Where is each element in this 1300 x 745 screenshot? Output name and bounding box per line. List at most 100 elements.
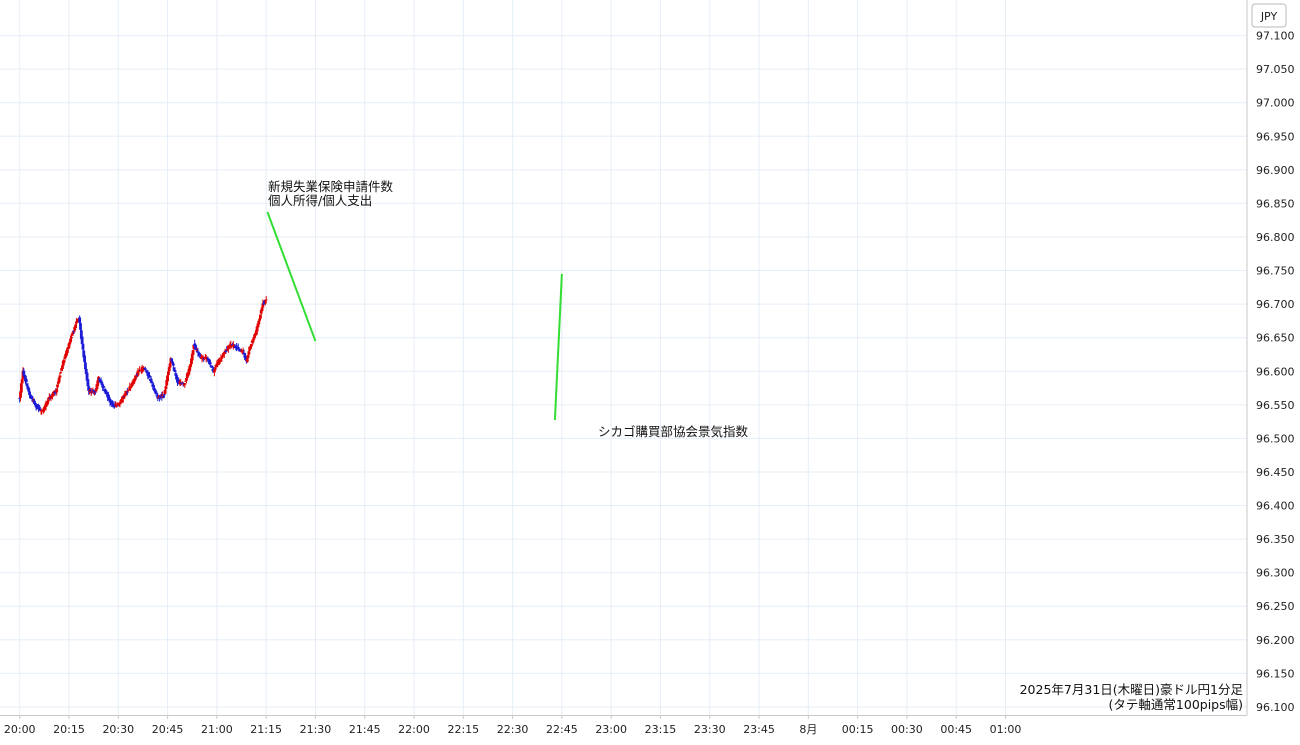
x-tick-label: 22:30: [497, 723, 529, 736]
candle-body: [131, 380, 135, 385]
candle-body: [75, 320, 79, 322]
candle-body: [95, 384, 99, 389]
x-tick-label: 23:45: [743, 723, 775, 736]
candle-body: [214, 364, 218, 368]
candle-body: [263, 302, 266, 304]
y-tick-label: 96.800: [1256, 231, 1295, 244]
candle: [201, 354, 205, 361]
candle: [33, 398, 36, 406]
candle: [264, 296, 268, 304]
candle: [231, 341, 235, 350]
candle: [112, 404, 116, 409]
y-tick-label: 97.000: [1256, 97, 1295, 110]
candle: [116, 402, 119, 405]
caption-line-1: 2025年7月31日(木曜日)豪ドル円1分足: [1020, 682, 1244, 697]
candle-body: [199, 356, 203, 359]
candle-body: [188, 365, 192, 371]
candle-body: [132, 379, 136, 382]
candle-body: [209, 365, 213, 368]
candle-body: [70, 333, 74, 336]
candle-body: [80, 336, 84, 345]
candle-body: [226, 348, 229, 351]
candle: [188, 365, 192, 375]
candle-body: [38, 408, 41, 410]
x-tick-label: 23:00: [595, 723, 627, 736]
candle-body: [257, 320, 261, 325]
candle-body: [261, 303, 265, 308]
candle-body: [218, 359, 222, 362]
candle: [196, 348, 200, 357]
y-tick-label: 96.850: [1256, 197, 1295, 210]
candle-body: [224, 350, 228, 352]
candle: [111, 400, 114, 408]
candle: [129, 386, 133, 391]
candle-body: [254, 330, 258, 335]
candle-body: [222, 354, 225, 356]
candle-body: [65, 349, 69, 354]
candle-body: [87, 386, 91, 391]
candle-body: [43, 406, 47, 409]
candle-body: [165, 379, 169, 386]
candle: [222, 352, 225, 357]
candle-body: [79, 323, 82, 330]
candle-body: [148, 375, 151, 378]
candle-body: [197, 353, 201, 355]
event-annotation: シカゴ購買部協会景気指数: [553, 273, 749, 439]
candle: [257, 319, 261, 328]
candle-body: [166, 375, 169, 382]
candle-body: [97, 376, 100, 381]
candle-body: [96, 380, 100, 386]
candle-body: [262, 303, 266, 305]
candle-body: [83, 355, 87, 363]
chart-caption: 2025年7月31日(木曜日)豪ドル円1分足 (タテ軸通常100pips幅): [1020, 682, 1244, 712]
candle: [183, 382, 187, 388]
x-tick-label: 20:15: [53, 723, 85, 736]
candle-body: [38, 409, 42, 411]
x-tick-label: 00:15: [842, 723, 874, 736]
x-tick-label: 23:15: [645, 723, 677, 736]
candle-body: [78, 317, 82, 323]
x-tick-label: 20:00: [4, 723, 36, 736]
candle-body: [210, 366, 214, 368]
currency-label: JPY: [1251, 3, 1287, 28]
candle-body: [19, 383, 23, 393]
annotation-text: 個人所得/個人支出: [268, 193, 372, 208]
candle-body: [247, 351, 251, 355]
candle: [150, 378, 154, 384]
candle: [55, 388, 59, 396]
candle-body: [160, 395, 164, 398]
candle-body: [114, 403, 118, 406]
candle-body: [230, 345, 234, 347]
candle-body: [126, 389, 130, 391]
candle-body: [74, 324, 77, 328]
candle-body: [56, 384, 59, 388]
candle-body: [133, 378, 137, 381]
annotation-pointer-line: [553, 273, 563, 421]
candle-body: [246, 354, 250, 359]
x-tick-label: 01:00: [990, 723, 1022, 736]
candle: [230, 345, 234, 348]
y-tick-label: 96.550: [1256, 399, 1295, 412]
candle-body: [206, 358, 210, 360]
candle: [226, 345, 230, 353]
candle-body: [74, 321, 78, 324]
candle-body: [65, 351, 68, 356]
candle-body: [229, 344, 233, 346]
candle-body: [100, 382, 104, 385]
candle-body: [190, 353, 194, 361]
candle: [47, 399, 50, 404]
candle: [125, 387, 129, 396]
candle: [193, 339, 197, 350]
y-tick-label: 96.700: [1256, 298, 1295, 311]
candle-body: [47, 400, 50, 402]
candle: [99, 377, 103, 383]
candle-body: [92, 390, 96, 392]
candle-body: [137, 370, 141, 372]
candle-body: [84, 362, 87, 370]
candle-body: [57, 377, 61, 383]
candle-body: [158, 397, 162, 399]
candle-body: [150, 381, 154, 384]
candle-body: [29, 396, 33, 398]
x-tick-label: 22:00: [398, 723, 430, 736]
candle-body: [85, 372, 89, 381]
